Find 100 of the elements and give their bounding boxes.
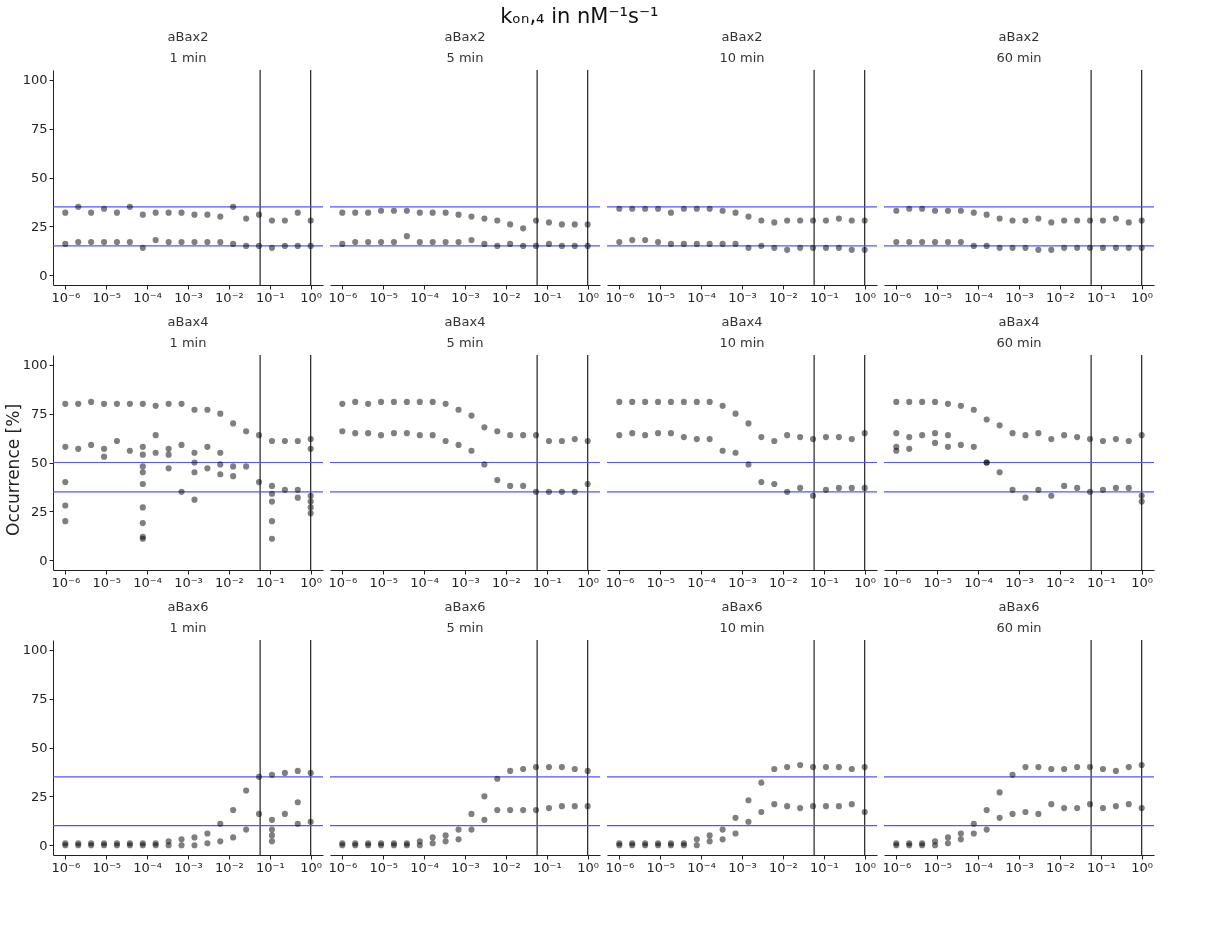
- chart-title: aBax6: [998, 599, 1040, 615]
- x-tick-label: 10⁻⁴: [410, 859, 439, 875]
- x-tick-label: 10⁻⁶: [605, 289, 635, 305]
- chart-subtitle: 1 min: [169, 620, 207, 636]
- x-tick-label: 10⁻²: [769, 289, 798, 305]
- x-tick-label: 10⁰: [854, 574, 877, 590]
- x-tick-label: 10⁰: [577, 289, 600, 305]
- y-tick-label: 100: [22, 642, 48, 658]
- x-tick-label: 10⁰: [300, 289, 323, 305]
- chart-title: aBax4: [167, 314, 209, 330]
- chart-title: aBax6: [167, 599, 209, 615]
- x-tick-label: 10⁻⁴: [133, 574, 162, 590]
- x-tick-label: 10⁻³: [174, 859, 203, 875]
- x-tick-label: 10⁻³: [1005, 289, 1034, 305]
- y-tick-label: 75: [30, 406, 48, 422]
- chart-title: aBax2: [444, 29, 486, 45]
- x-tick-label: 10⁰: [854, 859, 877, 875]
- chart-title: aBax4: [998, 314, 1040, 330]
- chart-title: aBax6: [721, 599, 763, 615]
- chart-subtitle: 1 min: [169, 50, 207, 66]
- x-tick-label: 10⁻²: [1046, 289, 1075, 305]
- x-tick-label: 10⁻²: [492, 574, 521, 590]
- x-tick-label: 10⁻⁶: [51, 859, 81, 875]
- y-tick-label: 50: [30, 740, 48, 755]
- x-tick-label: 10⁻³: [174, 574, 203, 590]
- x-tick-label: 10⁻²: [215, 859, 244, 875]
- x-tick-label: 10⁻⁴: [410, 289, 439, 305]
- chart-subtitle: 60 min: [996, 335, 1042, 351]
- x-tick-label: 10⁻³: [728, 289, 757, 305]
- x-tick-label: 10⁻⁵: [646, 574, 676, 590]
- x-tick-label: 10⁰: [1131, 574, 1154, 590]
- x-tick-label: 10⁻⁵: [646, 859, 676, 875]
- y-tick-label: 75: [30, 121, 48, 137]
- x-tick-label: 10⁻⁵: [92, 574, 122, 590]
- x-tick-label: 10⁻⁵: [923, 289, 953, 305]
- x-tick-label: 10⁰: [1131, 289, 1154, 305]
- y-tick-label: 0: [39, 267, 48, 283]
- x-tick-label: 10⁻⁶: [605, 574, 635, 590]
- chart-title: aBax2: [721, 29, 763, 45]
- x-tick-label: 10⁻¹: [809, 289, 839, 305]
- x-tick-label: 10⁻³: [1005, 574, 1034, 590]
- x-tick-label: 10⁰: [854, 289, 877, 305]
- chart-subtitle: 10 min: [719, 335, 765, 351]
- x-tick-label: 10⁻⁵: [369, 574, 399, 590]
- x-tick-label: 10⁻⁵: [923, 574, 953, 590]
- chart-subtitle: 10 min: [719, 50, 765, 66]
- x-tick-label: 10⁻¹: [255, 574, 285, 590]
- x-tick-label: 10⁻⁶: [882, 289, 912, 305]
- x-tick-label: 10⁻¹: [532, 574, 562, 590]
- x-tick-label: 10⁻¹: [1086, 289, 1116, 305]
- x-tick-label: 10⁻³: [728, 859, 757, 875]
- chart-subtitle: 1 min: [169, 335, 207, 351]
- x-tick-label: 10⁻⁴: [964, 289, 993, 305]
- y-tick-label: 25: [30, 788, 48, 804]
- x-tick-label: 10⁻⁶: [328, 574, 358, 590]
- y-tick-label: 50: [30, 455, 48, 470]
- x-tick-label: 10⁻⁴: [687, 574, 716, 590]
- y-tick-label: 50: [30, 170, 48, 185]
- x-tick-label: 10⁻³: [451, 289, 480, 305]
- x-tick-label: 10⁻³: [174, 289, 203, 305]
- y-tick-label: 0: [39, 552, 48, 568]
- x-tick-label: 10⁰: [577, 859, 600, 875]
- x-tick-label: 10⁻⁵: [92, 289, 122, 305]
- x-tick-label: 10⁻³: [451, 574, 480, 590]
- chart-title: aBax6: [444, 599, 486, 615]
- chart-subtitle: 5 min: [446, 620, 484, 636]
- x-tick-label: 10⁻⁶: [882, 574, 912, 590]
- chart-subtitle: 5 min: [446, 335, 484, 351]
- x-tick-label: 10⁻⁵: [369, 289, 399, 305]
- x-tick-label: 10⁻⁵: [369, 859, 399, 875]
- x-tick-label: 10⁻²: [492, 289, 521, 305]
- x-tick-label: 10⁻⁶: [328, 289, 358, 305]
- x-tick-label: 10⁻¹: [809, 574, 839, 590]
- chart-subtitle: 60 min: [996, 50, 1042, 66]
- x-tick-label: 10⁻³: [451, 859, 480, 875]
- text: kₒₙ,₄ in nM⁻¹s⁻¹: [500, 4, 659, 29]
- x-tick-label: 10⁰: [300, 574, 323, 590]
- x-tick-label: 10⁰: [1131, 859, 1154, 875]
- x-tick-label: 10⁻⁴: [133, 859, 162, 875]
- chart-subtitle: 60 min: [996, 620, 1042, 636]
- y-tick-label: 25: [30, 503, 48, 519]
- x-tick-label: 10⁻¹: [532, 859, 562, 875]
- x-tick-label: 10⁻³: [1005, 859, 1034, 875]
- y-tick-label: 75: [30, 691, 48, 707]
- y-tick-label: 100: [22, 357, 48, 373]
- chart-title: aBax2: [167, 29, 209, 45]
- x-tick-label: 10⁻¹: [1086, 574, 1116, 590]
- x-tick-label: 10⁻⁵: [923, 859, 953, 875]
- chart-title: aBax2: [998, 29, 1040, 45]
- x-tick-label: 10⁻²: [1046, 574, 1075, 590]
- x-tick-label: 10⁻⁵: [92, 859, 122, 875]
- x-tick-label: 10⁻⁴: [687, 859, 716, 875]
- x-tick-label: 10⁻⁶: [51, 289, 81, 305]
- y-tick-label: 100: [22, 72, 48, 88]
- x-tick-label: 10⁻²: [769, 859, 798, 875]
- x-tick-label: 10⁻²: [492, 859, 521, 875]
- x-tick-label: 10⁻²: [215, 289, 244, 305]
- x-tick-label: 10⁻¹: [255, 289, 285, 305]
- y-tick-label: 25: [30, 218, 48, 234]
- x-tick-label: 10⁻²: [769, 574, 798, 590]
